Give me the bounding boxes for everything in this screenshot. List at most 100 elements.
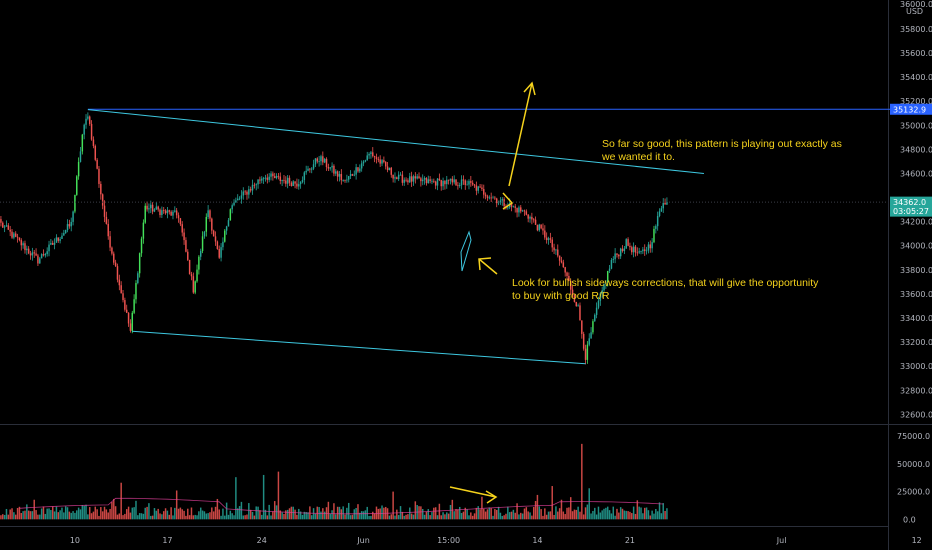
pattern-note[interactable]: So far so good, this pattern is playing …	[601, 138, 845, 163]
candle-body	[599, 293, 602, 301]
volume-bar	[246, 514, 248, 520]
volume-bar	[662, 503, 664, 520]
candle-body	[255, 184, 257, 186]
price-axis-top-label: 36000.0	[900, 0, 932, 9]
candle-body	[481, 187, 483, 190]
volume-bar	[94, 506, 97, 520]
candle-body	[303, 172, 306, 180]
volume-bar	[212, 511, 215, 520]
candle-body	[301, 179, 304, 183]
price-tick-label: 35600.0	[900, 49, 932, 58]
candle-body	[129, 323, 132, 331]
volume-bar	[569, 497, 572, 520]
candle-body	[525, 211, 528, 215]
candle-body	[240, 195, 243, 199]
volume-bar	[390, 514, 393, 520]
candle-body	[460, 179, 463, 186]
candle-body	[236, 198, 239, 201]
candle-body	[664, 202, 666, 205]
volume-bar	[632, 506, 635, 520]
volume-bar	[627, 511, 629, 520]
candle-body	[107, 223, 109, 237]
volume-bar	[651, 510, 653, 520]
volume-bar	[501, 515, 504, 520]
candle-body	[549, 238, 552, 240]
volume-bar	[33, 499, 35, 520]
candle-body	[547, 238, 550, 241]
volume-bar	[629, 511, 631, 520]
volume-bar	[153, 508, 156, 520]
price-axis[interactable]: 35800.0 35600.0 35400.0 35200.0 35000.0 34800…	[900, 25, 932, 419]
volume-bar	[273, 501, 276, 520]
candle-body	[268, 176, 270, 180]
candle-body	[569, 280, 572, 290]
candle-body	[492, 197, 494, 199]
candle-body	[153, 209, 156, 212]
bull-flag-shape[interactable]	[460, 230, 472, 272]
volume-bar	[538, 506, 541, 520]
volume-bar	[606, 506, 609, 520]
volume-bar	[360, 511, 363, 520]
price-tick-label: 33400.0	[900, 314, 932, 323]
volume-bar	[638, 506, 640, 520]
projection-arrow[interactable]	[508, 81, 536, 187]
candle-body	[205, 216, 208, 232]
candle-body	[201, 236, 204, 251]
pointer-arrow-upper[interactable]	[502, 192, 514, 210]
volume-bar	[492, 515, 494, 520]
volume-bar	[349, 515, 352, 520]
candle-body	[403, 179, 405, 183]
volume-bar	[512, 509, 515, 520]
candle-body	[288, 177, 291, 183]
volume-bar	[125, 509, 128, 520]
candle-body	[555, 249, 557, 251]
volume-bar	[18, 506, 21, 520]
volume-trend-arrow[interactable]	[449, 486, 498, 504]
candle-body	[390, 167, 393, 175]
candle-body	[74, 194, 76, 212]
volume-bar	[140, 513, 143, 520]
correction-note[interactable]: Look for bullish sideways corrections, t…	[512, 277, 821, 302]
candle-body	[412, 176, 415, 182]
volume-bar	[619, 507, 622, 520]
volume-bar	[183, 510, 185, 520]
volume-bar	[114, 506, 117, 520]
candle-body	[470, 181, 472, 183]
volume-bar	[168, 514, 171, 520]
candle-body	[397, 174, 400, 180]
pointer-arrow-lower[interactable]	[478, 257, 498, 275]
volume-axis[interactable]: 75000.0 50000.0 25000.0 0.0	[897, 432, 930, 524]
price-tick-label: 33000.0	[900, 362, 932, 371]
candle-body	[438, 178, 441, 181]
volume-bar	[66, 507, 69, 520]
candle-body	[266, 177, 269, 180]
candle-body	[629, 245, 631, 248]
candle-body	[81, 134, 84, 152]
volume-bar	[508, 512, 511, 520]
candle-body	[61, 235, 63, 239]
candle-body	[68, 224, 71, 227]
channel-lower-trendline[interactable]	[132, 330, 586, 365]
candle-body	[405, 179, 407, 181]
volume-bar	[645, 507, 648, 520]
candle-body	[379, 159, 381, 164]
candle-body	[27, 248, 30, 254]
volume-bar	[540, 509, 542, 520]
channel-upper-trendline[interactable]	[87, 109, 704, 174]
volume-bar	[473, 513, 476, 520]
candle-body	[473, 184, 476, 186]
volume-bar	[534, 500, 537, 520]
volume-bar	[96, 509, 98, 520]
candle-body	[50, 243, 52, 245]
volume-bar	[553, 514, 555, 520]
volume-bar	[63, 512, 65, 520]
volume-bar	[377, 508, 380, 520]
candle-body	[446, 179, 448, 185]
candle-body	[588, 338, 590, 345]
volume-bar	[342, 506, 344, 520]
volume-bar	[37, 514, 39, 520]
volume-bar	[76, 510, 78, 520]
volume-bar	[238, 506, 241, 520]
